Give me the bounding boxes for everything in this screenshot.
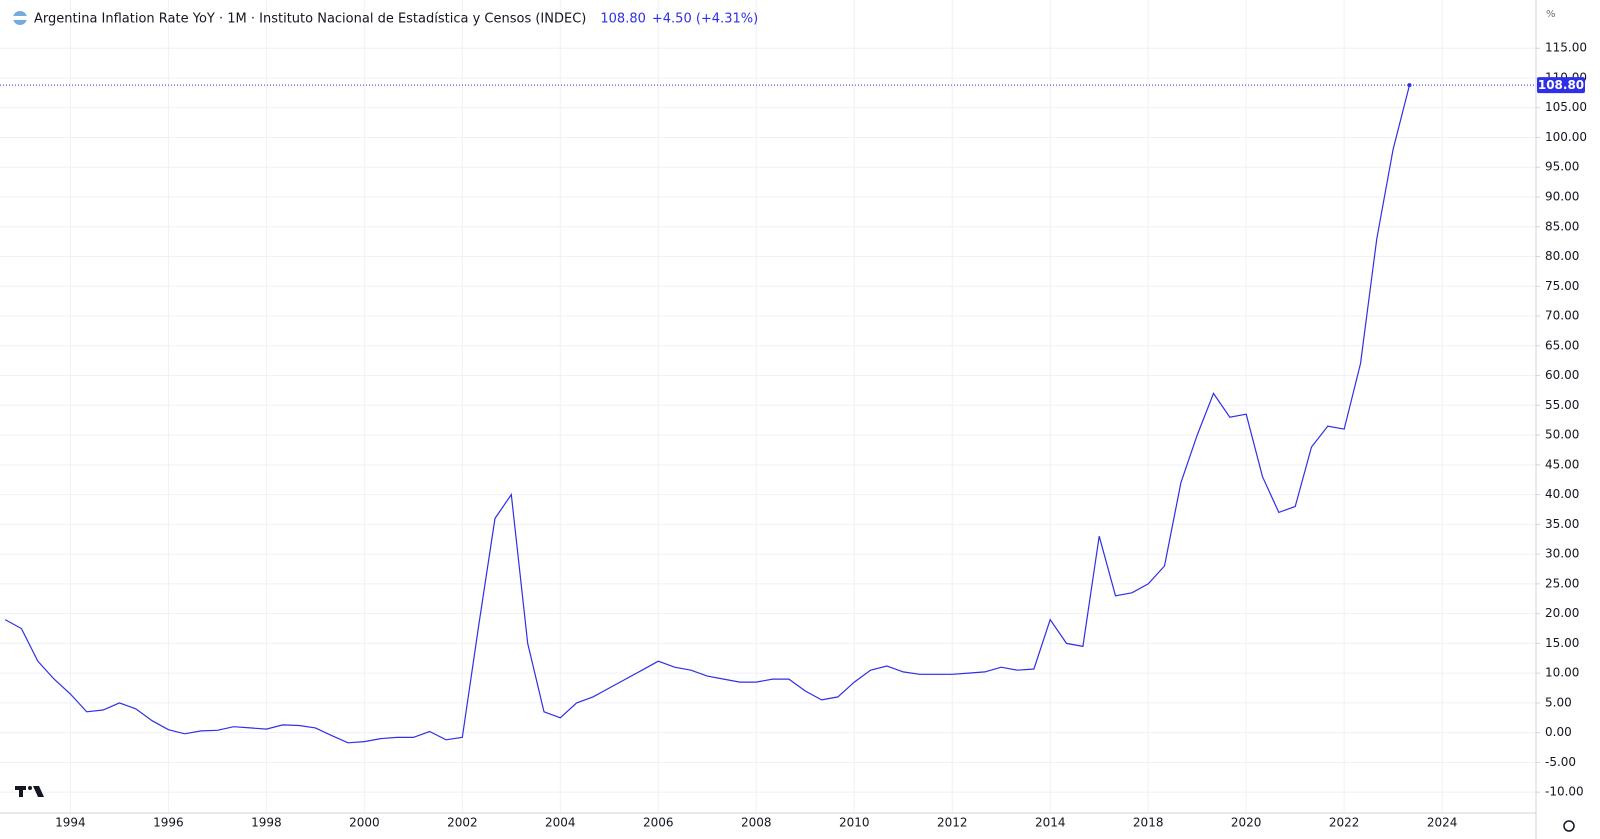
x-tick-label: 2002 <box>447 816 478 830</box>
last-point <box>1407 83 1412 88</box>
x-tick-label: 1998 <box>251 816 282 830</box>
logo-part <box>28 786 32 790</box>
tv-logo <box>15 786 44 797</box>
logo-part <box>33 786 44 797</box>
x-tick-label: 2004 <box>545 816 576 830</box>
logo-part <box>19 786 23 797</box>
y-tick-label: 75.00 <box>1545 279 1579 293</box>
y-tick-label: 95.00 <box>1545 160 1579 174</box>
y-tick-label: 60.00 <box>1545 368 1579 382</box>
y-tick-label: 40.00 <box>1545 487 1579 501</box>
x-tick-label: 2022 <box>1329 816 1360 830</box>
unit-label: % <box>1546 9 1556 20</box>
flag-stripe <box>13 16 27 20</box>
y-tick-label: -10.00 <box>1545 785 1584 799</box>
y-tick-label: -5.00 <box>1545 755 1576 769</box>
y-tick-label: 85.00 <box>1545 219 1579 233</box>
y-tick-label: 65.00 <box>1545 338 1579 352</box>
change: +4.50 (+4.31%) <box>652 11 758 26</box>
x-tick-label: 2012 <box>937 816 968 830</box>
x-tick-label: 2000 <box>349 816 380 830</box>
x-tick-label: 2020 <box>1231 816 1262 830</box>
y-tick-label: 115.00 <box>1545 41 1587 55</box>
y-tick-label: 10.00 <box>1545 666 1579 680</box>
y-tick-label: 80.00 <box>1545 249 1579 263</box>
legend: Argentina Inflation Rate YoY · 1M · Inst… <box>34 11 758 26</box>
x-tick-label: 2024 <box>1427 816 1458 830</box>
y-tick-label: 5.00 <box>1545 695 1572 709</box>
x-tick-label: 2006 <box>643 816 674 830</box>
y-tick-label: 15.00 <box>1545 636 1579 650</box>
x-tick-label: 1996 <box>153 816 184 830</box>
x-tick-label: 2008 <box>741 816 772 830</box>
y-tick-label: 20.00 <box>1545 606 1579 620</box>
last-value: 108.80 <box>600 11 646 26</box>
price-tag-label: 108.80 <box>1538 78 1584 92</box>
y-tick-label: 55.00 <box>1545 398 1579 412</box>
x-tick-label: 2014 <box>1035 816 1066 830</box>
y-tick-label: 100.00 <box>1545 130 1587 144</box>
y-tick-label: 35.00 <box>1545 517 1579 531</box>
grid <box>0 0 1536 813</box>
settings-button[interactable] <box>1563 820 1575 832</box>
y-tick-label: 0.00 <box>1545 725 1572 739</box>
y-tick-label: 105.00 <box>1545 100 1587 114</box>
price-tag <box>1537 77 1585 94</box>
y-tick-label: 30.00 <box>1545 547 1579 561</box>
y-tick-label: 45.00 <box>1545 457 1579 471</box>
chart-title: Argentina Inflation Rate YoY · 1M · Inst… <box>34 11 586 26</box>
x-tick-label: 2018 <box>1133 816 1164 830</box>
x-tick-label: 1994 <box>55 816 86 830</box>
x-tick-label: 2010 <box>839 816 870 830</box>
y-tick-label: 50.00 <box>1545 428 1579 442</box>
y-tick-label: 90.00 <box>1545 190 1579 204</box>
series-line <box>4 84 1411 744</box>
y-tick-label: 70.00 <box>1545 309 1579 323</box>
y-tick-label: 25.00 <box>1545 576 1579 590</box>
